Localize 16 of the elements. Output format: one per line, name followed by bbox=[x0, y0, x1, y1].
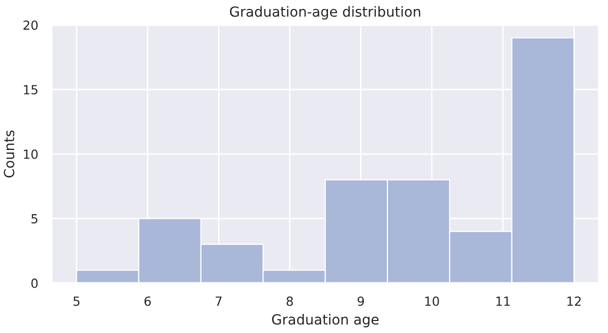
x-tick-label: 9 bbox=[358, 296, 364, 306]
chart-title: Graduation-age distribution bbox=[230, 6, 420, 20]
y-tick-label: 0 bbox=[31, 278, 38, 288]
x-tick-label: 11 bbox=[496, 296, 510, 306]
y-tick-label: 10 bbox=[24, 149, 38, 159]
y-tick-label: 5 bbox=[31, 214, 38, 224]
x-tick-label: 7 bbox=[216, 296, 222, 306]
x-tick-label: 5 bbox=[74, 296, 80, 306]
y-axis-title: Counts bbox=[4, 130, 14, 178]
x-tick-label: 12 bbox=[567, 296, 581, 306]
y-tick-label: 15 bbox=[24, 85, 38, 94]
y-tick-label: 20 bbox=[23, 20, 38, 30]
x-tick-label: 8 bbox=[286, 296, 293, 306]
x-axis-title: Graduation age bbox=[272, 314, 379, 328]
x-tick-label: 6 bbox=[144, 296, 151, 306]
x-tick-label: 10 bbox=[425, 296, 439, 306]
